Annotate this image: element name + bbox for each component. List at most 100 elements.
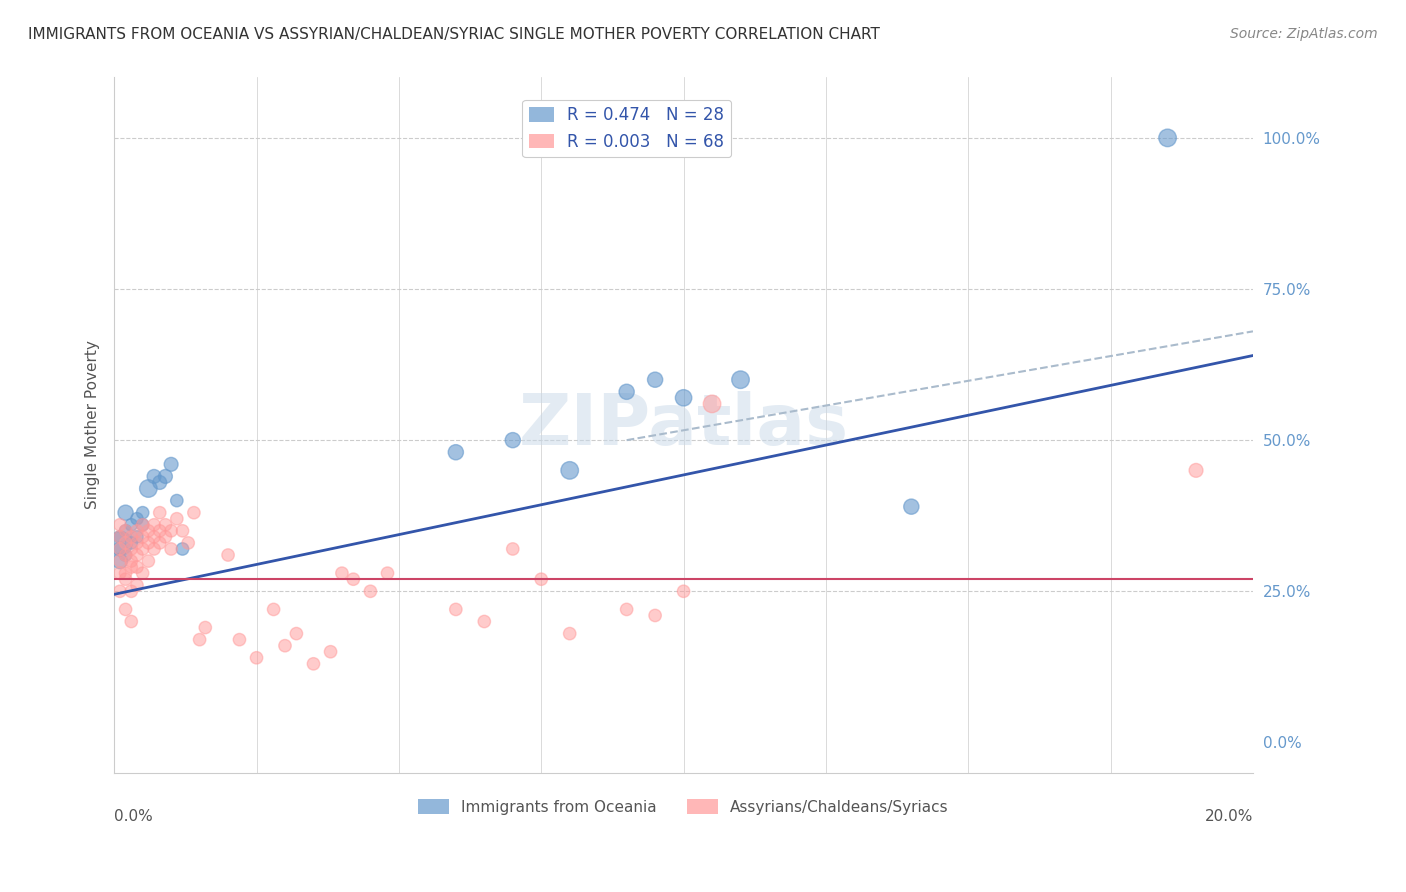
Point [444, 602, 467, 616]
Point [177, 536, 200, 550]
Point [188, 632, 211, 647]
Point [644, 373, 666, 387]
Point [149, 506, 172, 520]
Point [149, 475, 172, 490]
Point [472, 615, 495, 629]
Point [120, 541, 142, 556]
Point [274, 639, 297, 653]
Point [149, 524, 172, 538]
Y-axis label: Single Mother Poverty: Single Mother Poverty [86, 341, 100, 509]
Point [131, 506, 153, 520]
Point [108, 554, 131, 568]
Point [143, 517, 166, 532]
Point [114, 572, 136, 586]
Point [120, 517, 142, 532]
Text: ZIPatlas: ZIPatlas [519, 391, 849, 459]
Point [285, 626, 308, 640]
Point [263, 602, 285, 616]
Point [125, 524, 148, 538]
Point [114, 536, 136, 550]
Point [125, 536, 148, 550]
Point [108, 584, 131, 599]
Point [228, 632, 250, 647]
Point [125, 548, 148, 562]
Point [120, 615, 142, 629]
Point [108, 541, 131, 556]
Point [377, 566, 399, 581]
Point [131, 517, 153, 532]
Point [302, 657, 325, 671]
Point [900, 500, 922, 514]
Point [120, 530, 142, 544]
Point [183, 506, 205, 520]
Text: 20.0%: 20.0% [1205, 809, 1253, 824]
Point [155, 530, 177, 544]
Point [114, 524, 136, 538]
Point [108, 541, 131, 556]
Point [131, 541, 153, 556]
Point [114, 506, 136, 520]
Point [108, 517, 131, 532]
Point [217, 548, 239, 562]
Point [149, 536, 172, 550]
Point [245, 650, 267, 665]
Point [342, 572, 364, 586]
Point [125, 530, 148, 544]
Point [1156, 131, 1178, 145]
Point [616, 384, 638, 399]
Point [700, 397, 723, 411]
Point [644, 608, 666, 623]
Point [172, 541, 194, 556]
Legend: Immigrants from Oceania, Assyrians/Chaldeans/Syriacs: Immigrants from Oceania, Assyrians/Chald… [412, 792, 955, 821]
Point [125, 512, 148, 526]
Point [143, 530, 166, 544]
Point [155, 517, 177, 532]
Point [194, 621, 217, 635]
Point [108, 536, 131, 550]
Point [138, 524, 160, 538]
Point [138, 554, 160, 568]
Point [672, 584, 695, 599]
Point [444, 445, 467, 459]
Point [114, 548, 136, 562]
Point [131, 517, 153, 532]
Point [138, 536, 160, 550]
Point [1185, 463, 1208, 477]
Point [125, 560, 148, 574]
Point [160, 458, 183, 472]
Point [114, 566, 136, 581]
Point [143, 541, 166, 556]
Point [125, 578, 148, 592]
Point [120, 554, 142, 568]
Point [155, 469, 177, 483]
Point [330, 566, 353, 581]
Text: IMMIGRANTS FROM OCEANIA VS ASSYRIAN/CHALDEAN/SYRIAC SINGLE MOTHER POVERTY CORREL: IMMIGRANTS FROM OCEANIA VS ASSYRIAN/CHAL… [28, 27, 880, 42]
Point [166, 493, 188, 508]
Point [120, 560, 142, 574]
Point [114, 524, 136, 538]
Point [672, 391, 695, 405]
Point [558, 463, 581, 477]
Point [730, 373, 752, 387]
Point [120, 536, 142, 550]
Text: Source: ZipAtlas.com: Source: ZipAtlas.com [1230, 27, 1378, 41]
Point [108, 530, 131, 544]
Text: 0.0%: 0.0% [114, 809, 153, 824]
Point [131, 530, 153, 544]
Point [166, 512, 188, 526]
Point [138, 482, 160, 496]
Point [359, 584, 381, 599]
Point [114, 602, 136, 616]
Point [160, 541, 183, 556]
Point [172, 524, 194, 538]
Point [108, 566, 131, 581]
Point [108, 530, 131, 544]
Point [114, 548, 136, 562]
Point [131, 566, 153, 581]
Point [502, 433, 524, 447]
Point [319, 645, 342, 659]
Point [502, 541, 524, 556]
Point [616, 602, 638, 616]
Point [108, 554, 131, 568]
Point [530, 572, 553, 586]
